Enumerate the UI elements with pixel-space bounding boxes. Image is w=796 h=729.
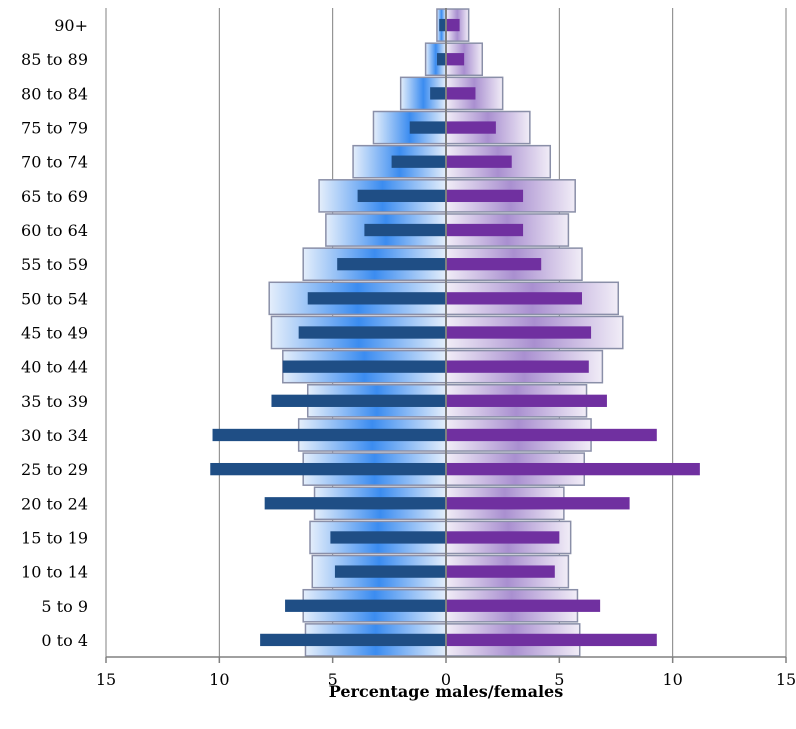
left-narrow-bar xyxy=(334,565,446,578)
left-narrow-bar xyxy=(330,531,446,544)
left-narrow-bar xyxy=(307,292,446,305)
left-narrow-bar xyxy=(357,189,446,203)
y-category-label: 15 to 19 xyxy=(21,528,88,547)
left-narrow-bar xyxy=(436,53,446,66)
y-category-label: 50 to 54 xyxy=(21,289,88,308)
left-narrow-bar xyxy=(337,258,446,271)
left-narrow-bar xyxy=(210,462,446,476)
x-tick-label: 5 xyxy=(328,670,338,689)
left-narrow-bar xyxy=(212,428,446,442)
y-category-label: 35 to 39 xyxy=(21,392,88,411)
right-narrow-bar xyxy=(446,53,465,66)
y-category-label: 80 to 84 xyxy=(21,84,88,103)
x-tick-label: 10 xyxy=(662,670,682,689)
y-category-label: 75 to 79 xyxy=(21,119,88,138)
y-category-label: 0 to 4 xyxy=(41,631,88,650)
x-tick-label: 10 xyxy=(209,670,229,689)
y-category-label: 10 to 14 xyxy=(21,563,88,582)
left-narrow-bar xyxy=(282,360,446,373)
y-category-label: 45 to 49 xyxy=(21,324,88,343)
right-narrow-bar xyxy=(446,258,542,271)
right-narrow-bar xyxy=(446,223,524,237)
left-narrow-bar xyxy=(409,121,446,134)
y-category-label: 85 to 89 xyxy=(21,50,88,69)
y-category-label: 40 to 44 xyxy=(21,358,88,377)
right-narrow-bar xyxy=(446,326,592,339)
right-narrow-bar xyxy=(446,292,582,305)
y-category-label: 20 to 24 xyxy=(21,494,88,513)
right-narrow-bar xyxy=(446,87,476,100)
right-narrow-bar xyxy=(446,462,700,476)
y-category-label: 90+ xyxy=(54,16,88,35)
right-narrow-bar xyxy=(446,121,496,134)
right-narrow-bar xyxy=(446,155,512,168)
right-narrow-bar xyxy=(446,565,555,578)
y-category-label: 70 to 74 xyxy=(21,153,88,172)
left-narrow-bar xyxy=(364,223,446,237)
right-narrow-bar xyxy=(446,497,630,510)
left-narrow-bar xyxy=(439,18,446,32)
right-narrow-bar xyxy=(446,18,460,32)
right-narrow-bar xyxy=(446,360,589,373)
y-category-label: 65 to 69 xyxy=(21,187,88,206)
right-narrow-bar xyxy=(446,531,560,544)
right-narrow-bar xyxy=(446,599,601,612)
y-category-label: 5 to 9 xyxy=(41,597,88,616)
right-narrow-bar xyxy=(446,428,657,442)
labels: 15 10 5 0 5 10 15 0 to 4 5 to 9 10 to 14 15 to 19 2… xyxy=(21,16,796,689)
y-category-label: 30 to 34 xyxy=(21,426,88,445)
y-category-label: 60 to 64 xyxy=(21,221,88,240)
left-narrow-bar xyxy=(260,633,446,647)
narrow-bars xyxy=(210,18,700,647)
left-narrow-bar xyxy=(298,326,446,339)
right-narrow-bar xyxy=(446,394,607,407)
right-narrow-bar xyxy=(446,633,657,647)
x-axis-title: Percentage males/females xyxy=(329,682,564,701)
x-tick-label: 0 xyxy=(441,670,451,689)
right-narrow-bar xyxy=(446,189,524,203)
left-narrow-bar xyxy=(264,497,446,510)
left-narrow-bar xyxy=(271,394,446,407)
x-tick-label: 5 xyxy=(554,670,564,689)
left-narrow-bar xyxy=(430,87,446,100)
axes xyxy=(105,8,787,663)
x-tick-label: 15 xyxy=(776,670,796,689)
y-category-label: 55 to 59 xyxy=(21,255,88,274)
left-narrow-bar xyxy=(391,155,446,168)
y-category-label: 25 to 29 xyxy=(21,460,88,479)
x-tick-label: 15 xyxy=(96,670,116,689)
left-narrow-bar xyxy=(285,599,446,612)
